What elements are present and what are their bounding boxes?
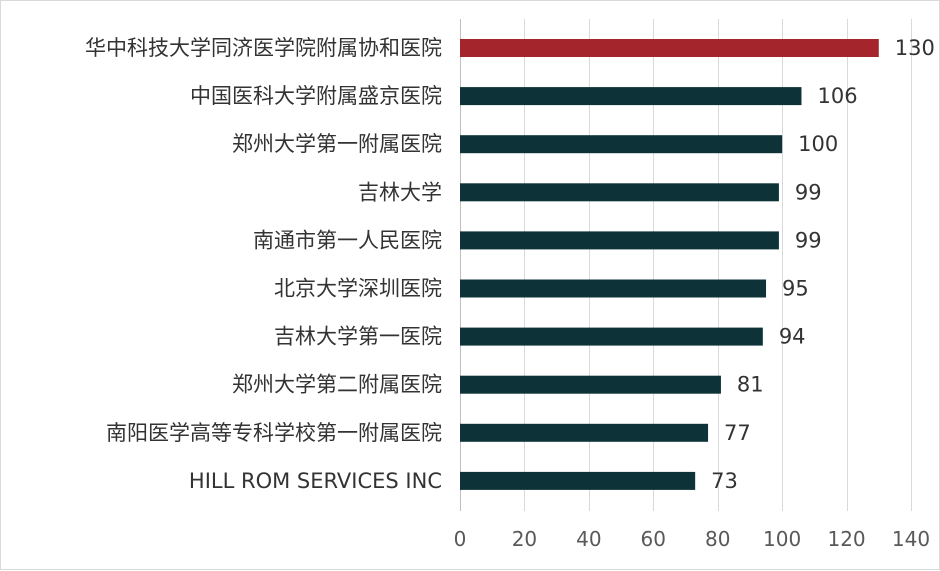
x-tick-label: 100 xyxy=(763,527,801,551)
value-label: 95 xyxy=(782,277,809,301)
bar xyxy=(460,327,763,346)
category-labels: 华中科技大学同济医学院附属协和医院中国医科大学附属盛京医院郑州大学第一附属医院吉… xyxy=(85,36,442,493)
bars xyxy=(460,39,879,490)
category-label: 南阳医学高等专科学校第一附属医院 xyxy=(106,421,442,445)
x-tick-label: 140 xyxy=(892,527,930,551)
category-label: 吉林大学第一医院 xyxy=(274,325,442,349)
bar xyxy=(460,87,802,106)
x-tick-label: 0 xyxy=(454,527,467,551)
value-label: 100 xyxy=(798,132,838,156)
category-label: 吉林大学 xyxy=(358,180,442,204)
bar xyxy=(460,135,783,154)
value-label: 81 xyxy=(737,373,764,397)
x-tick-label: 80 xyxy=(705,527,730,551)
x-axis-tick-labels: 0 20 40 60 80 100 120 140 xyxy=(454,527,930,551)
category-label: 华中科技大学同济医学院附属协和医院 xyxy=(85,36,442,60)
x-tick-label: 40 xyxy=(576,527,601,551)
x-tick-label: 120 xyxy=(827,527,865,551)
value-label: 99 xyxy=(795,228,822,252)
category-label: 中国医科大学附属盛京医院 xyxy=(190,84,442,108)
bar xyxy=(460,279,767,298)
value-label: 99 xyxy=(795,180,822,204)
category-label: 郑州大学第二附属医院 xyxy=(232,373,442,397)
bar xyxy=(460,471,696,490)
value-label: 94 xyxy=(779,325,806,349)
x-tick-label: 60 xyxy=(641,527,666,551)
value-label: 106 xyxy=(817,84,857,108)
value-label: 77 xyxy=(724,421,751,445)
value-label: 130 xyxy=(895,36,935,60)
bar xyxy=(460,183,779,202)
value-label: 73 xyxy=(711,469,738,493)
bar xyxy=(460,231,779,250)
category-label: 南通市第一人民医院 xyxy=(253,228,442,252)
x-tick-label: 20 xyxy=(512,527,537,551)
bar xyxy=(460,39,879,57)
bar xyxy=(460,423,709,442)
category-label: 郑州大学第一附属医院 xyxy=(232,132,442,156)
category-label: HILL ROM SERVICES INC xyxy=(189,469,442,493)
bar xyxy=(460,375,721,394)
category-label: 北京大学深圳医院 xyxy=(274,277,442,301)
value-labels: 130 106 100 99 99 95 94 81 77 73 xyxy=(711,36,935,493)
